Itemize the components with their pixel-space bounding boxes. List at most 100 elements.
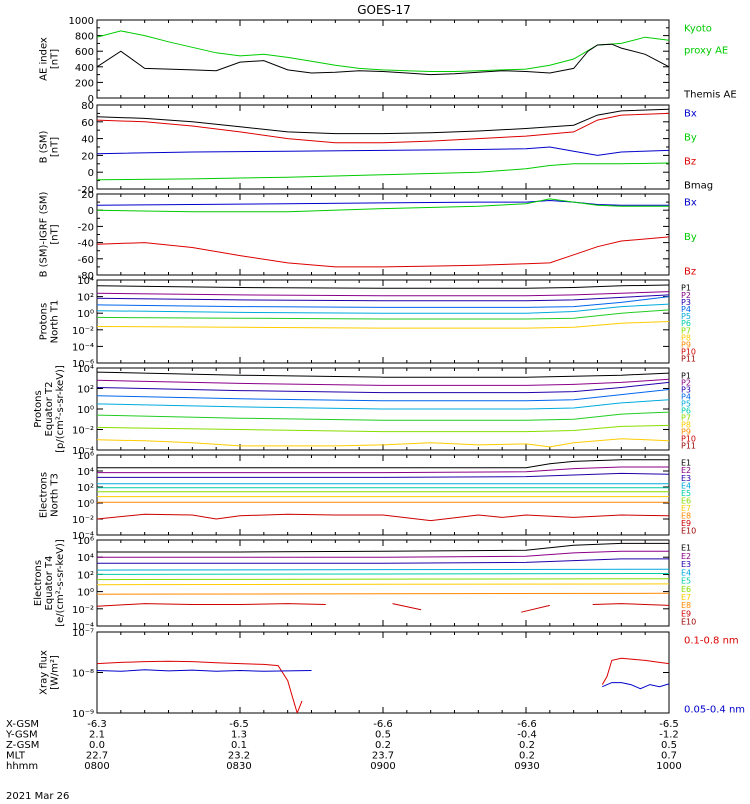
y-tick-label: -60 xyxy=(78,255,94,266)
legend-entry: P10 xyxy=(681,435,696,444)
y-axis-label: Equator T4 xyxy=(44,556,55,611)
series-line xyxy=(97,459,669,469)
ephem-value: 0800 xyxy=(84,761,109,772)
legend-entry: P3 xyxy=(681,298,691,307)
y-tick-label: 0 xyxy=(88,168,94,179)
legend-entry: P11 xyxy=(681,442,696,451)
series-line xyxy=(97,550,669,558)
ephem-label: MLT xyxy=(6,751,26,762)
series-line xyxy=(601,657,669,685)
legend-entry: By xyxy=(684,232,697,243)
y-tick-label: 10⁶ xyxy=(77,451,94,462)
panel-frame xyxy=(96,19,670,99)
ephem-value: -6.5 xyxy=(229,719,249,730)
legend-entry: E8 xyxy=(681,601,691,610)
legend-entry: E7 xyxy=(681,593,691,602)
series-line xyxy=(97,162,669,181)
y-axis-label: Equator T2 xyxy=(44,382,55,437)
series-line xyxy=(97,660,303,713)
legend-entry: P6 xyxy=(681,407,691,416)
series-line xyxy=(97,438,669,448)
y-tick-label: 10⁴ xyxy=(77,276,94,287)
y-tick-label: 10⁻⁶ xyxy=(72,359,94,370)
legend-entry: E5 xyxy=(681,489,691,498)
series-line xyxy=(97,146,669,156)
series-line xyxy=(392,603,422,611)
series-line xyxy=(97,198,669,213)
y-tick-label: 10⁻² xyxy=(72,605,94,616)
series-line xyxy=(97,399,669,410)
y-axis-label: B (SM) xyxy=(39,130,50,163)
legend-entry: P4 xyxy=(681,393,691,402)
series-line xyxy=(97,108,669,135)
y-axis-label: [nT] xyxy=(50,224,61,244)
y-tick-label: 0 xyxy=(88,206,94,217)
series-line xyxy=(97,558,669,564)
series-line xyxy=(97,296,669,308)
series-line xyxy=(97,294,669,302)
plot-title: GOES-17 xyxy=(357,3,411,17)
y-tick-label: 10⁻⁷ xyxy=(72,628,94,639)
ephem-value: 0900 xyxy=(370,761,395,772)
legend-entry: E7 xyxy=(681,504,691,513)
ephem-value: 1000 xyxy=(656,761,681,772)
series-line xyxy=(97,466,669,474)
ephem-value: 1.3 xyxy=(231,730,247,741)
legend-entry: Bmag xyxy=(684,180,713,191)
legend-entry: P7 xyxy=(681,326,691,335)
panel-ae: 0 200 400 600 800 1000 AE index [nT] Kyoto proxy … xyxy=(39,16,737,105)
series-line xyxy=(97,236,669,268)
legend-entry: E1 xyxy=(681,459,691,468)
legend-entry: P2 xyxy=(681,291,691,300)
series-line xyxy=(97,112,669,144)
y-axis-label: Electrons xyxy=(39,472,50,518)
y-tick-label: 40 xyxy=(81,135,94,146)
y-tick-label: 10⁻⁴ xyxy=(72,622,94,633)
y-tick-label: 10⁰ xyxy=(77,588,94,599)
legend-entry: E2 xyxy=(681,552,691,561)
ephem-value: 0.5 xyxy=(375,730,391,741)
series-line xyxy=(97,43,669,76)
series-line xyxy=(97,303,669,314)
legend-entry: E1 xyxy=(681,544,691,553)
series-line xyxy=(97,472,669,478)
legend-entry: P6 xyxy=(681,319,691,328)
y-tick-label: 10⁻⁴ xyxy=(72,531,94,542)
series-line xyxy=(97,669,312,672)
legend-entry: P7 xyxy=(681,414,691,423)
series-line xyxy=(97,284,669,289)
legend-entry: E4 xyxy=(681,568,691,577)
y-tick-label: 0 xyxy=(88,94,94,105)
series-line xyxy=(97,583,669,586)
y-tick-label: 10² xyxy=(77,293,94,304)
panel-frame xyxy=(96,193,670,276)
legend-entry: P10 xyxy=(681,348,696,357)
legend-entry: E6 xyxy=(681,585,691,594)
ephem-value: -6.6 xyxy=(373,719,393,730)
legend-entry: Themis AE xyxy=(683,89,737,100)
legend-entry: E10 xyxy=(681,618,696,627)
ephem-value: 23.2 xyxy=(228,751,250,762)
legend-entry: P5 xyxy=(681,312,691,321)
series-line xyxy=(592,603,669,606)
ephem-value: -1.2 xyxy=(659,730,679,741)
panel-frame xyxy=(96,104,670,190)
y-tick-label: 10² xyxy=(77,385,94,396)
y-tick-label: 10⁻² xyxy=(72,515,94,526)
series-line xyxy=(97,309,669,320)
series-line xyxy=(97,291,669,297)
series-line xyxy=(97,424,669,433)
panel-b: -20 0 20 40 60 80 B (SM) [nT] Bx By Bz Bmag xyxy=(39,101,714,196)
panel-bigrf: -80 -60 -40 -20 0 20 B (SM)-IGRF (SM) [nT] Bx By B… xyxy=(39,190,697,282)
series-line xyxy=(521,604,550,613)
legend-entry: P4 xyxy=(681,305,691,314)
y-tick-label: 10⁶ xyxy=(77,536,94,547)
legend-entry: E9 xyxy=(681,519,691,528)
y-tick-label: 10⁻⁴ xyxy=(72,342,94,353)
y-tick-label: 10⁴ xyxy=(77,553,94,564)
y-tick-label: 10⁴ xyxy=(77,364,94,375)
ephem-value: 0.2 xyxy=(519,740,535,751)
series-line xyxy=(97,573,669,575)
